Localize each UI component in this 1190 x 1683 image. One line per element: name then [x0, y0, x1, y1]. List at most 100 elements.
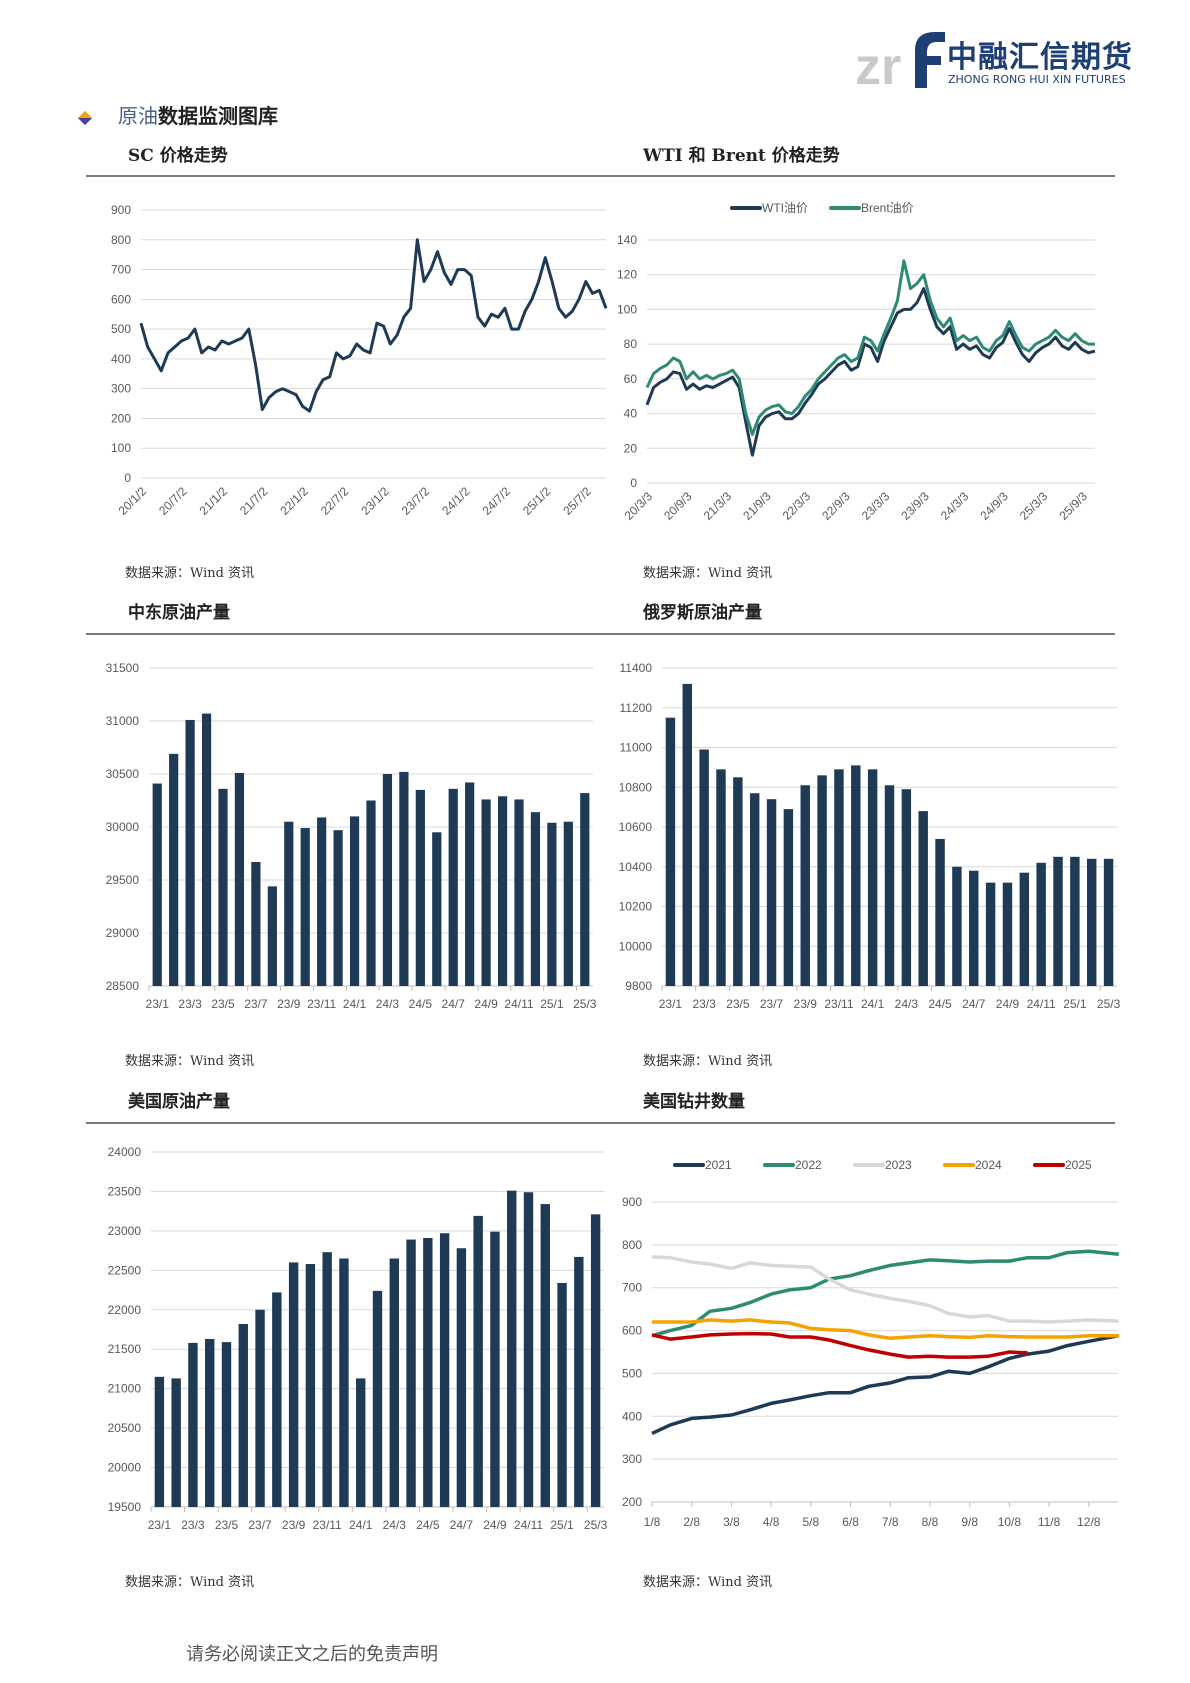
- bar-23/8: [267, 886, 277, 986]
- bar-23/4: [201, 713, 212, 986]
- y-tick-label: 0: [124, 471, 131, 485]
- y-tick-label: 20: [624, 441, 638, 455]
- bar-23/9: [288, 1262, 299, 1507]
- x-tick-label: 22/3/3: [780, 489, 814, 523]
- bar-23/4: [716, 769, 726, 986]
- y-tick-label: 100: [111, 441, 131, 455]
- company-logo: zr 中融汇信期货 ZHONG RONG HUI XIN FUTURES: [855, 28, 1132, 96]
- bar-23/1: [154, 1376, 165, 1507]
- bar-24/6: [952, 866, 962, 986]
- y-tick-label: 200: [622, 1495, 642, 1509]
- y-tick-label: 10800: [619, 780, 653, 794]
- bar-25/1: [1070, 856, 1080, 986]
- x-tick-label: 23/5: [211, 997, 235, 1011]
- x-tick-label: 3/8: [723, 1515, 740, 1529]
- y-tick-label: 10400: [619, 860, 653, 874]
- bar-24/11: [514, 799, 524, 986]
- bar-23/6: [238, 1323, 248, 1507]
- bar-25/3: [590, 1214, 601, 1507]
- x-tick-label: 21/1/2: [196, 484, 230, 518]
- diamond-bullet-icon: [77, 110, 93, 125]
- bar-23/5: [221, 1342, 232, 1507]
- bar-23/2: [682, 683, 692, 986]
- y-tick-label: 20000: [108, 1461, 142, 1475]
- series-line-2024: [652, 1318, 1119, 1341]
- bar-23/3: [188, 1342, 198, 1507]
- bar-24/2: [372, 1290, 383, 1507]
- bar-25/3: [1103, 858, 1114, 986]
- y-tick-label: 500: [622, 1366, 642, 1380]
- y-tick-label: 400: [111, 352, 131, 366]
- bar-24/4: [399, 771, 409, 986]
- bar-25/1: [547, 822, 557, 986]
- y-tick-label: 11200: [620, 701, 653, 715]
- bar-23/9: [284, 821, 294, 986]
- bar-23/10: [305, 1264, 316, 1507]
- bar-23/8: [783, 809, 794, 986]
- source-note: 数据来源：Wind 资讯: [643, 1575, 773, 1590]
- series-line-2025: [651, 1331, 1028, 1359]
- bar-24/4: [406, 1239, 416, 1507]
- x-tick-label: 21/3/3: [701, 489, 735, 523]
- y-tick-label: 21500: [108, 1342, 142, 1356]
- series-line-2023: [651, 1255, 1119, 1324]
- bar-23/1: [152, 783, 162, 986]
- y-tick-label: 22000: [108, 1303, 142, 1317]
- y-tick-label: 23000: [108, 1224, 142, 1238]
- bar-24/12: [530, 812, 541, 986]
- x-tick-label: 23/3/3: [859, 489, 893, 523]
- x-tick-label: 25/7/2: [560, 484, 594, 518]
- y-tick-label: 300: [111, 382, 131, 396]
- x-tick-label: 23/7: [248, 1518, 272, 1532]
- x-tick-label: 24/9: [483, 1518, 507, 1532]
- series-line-sc: [139, 238, 608, 413]
- bar-23/12: [851, 765, 861, 986]
- y-tick-label: 60: [624, 372, 638, 386]
- x-tick-label: 25/1: [1063, 997, 1087, 1011]
- logo-english-name: ZHONG RONG HUI XIN FUTURES: [948, 73, 1126, 86]
- y-tick-label: 10000: [619, 939, 653, 953]
- y-tick-label: 140: [617, 233, 637, 247]
- bar-24/1: [349, 816, 360, 986]
- legend-label: Brent油价: [861, 201, 914, 215]
- x-tick-label: 23/1/2: [358, 484, 392, 518]
- y-tick-label: 700: [111, 263, 131, 277]
- x-tick-label: 6/8: [842, 1515, 859, 1529]
- x-tick-label: 23/1: [146, 997, 170, 1011]
- bar-23/11: [317, 817, 327, 986]
- bar-24/7: [969, 870, 979, 986]
- x-tick-label: 7/8: [882, 1515, 899, 1529]
- bar-24/10: [1019, 872, 1030, 986]
- wti-chart-title: WTI 和 Brent 价格走势: [643, 146, 840, 166]
- series-line-Brent油价: [645, 259, 1095, 436]
- x-tick-label: 24/3: [383, 1518, 407, 1532]
- x-tick-label: 23/1: [659, 997, 683, 1011]
- zrf-logo-mark: zr: [855, 32, 945, 96]
- divider: [86, 633, 1115, 635]
- x-tick-label: 23/3: [692, 997, 716, 1011]
- y-tick-label: 600: [622, 1324, 642, 1338]
- x-tick-label: 23/3: [178, 997, 202, 1011]
- x-tick-label: 23/11: [824, 997, 853, 1011]
- bar-23/7: [766, 799, 777, 986]
- y-tick-label: 800: [622, 1238, 642, 1252]
- bar-24/8: [473, 1215, 483, 1507]
- x-tick-label: 25/3: [1097, 997, 1121, 1011]
- bar-23/11: [834, 769, 844, 986]
- section-title: 数据监测图库: [158, 104, 278, 128]
- y-tick-label: 19500: [108, 1500, 142, 1514]
- x-tick-label: 23/7: [244, 997, 268, 1011]
- x-tick-label: 23/1: [148, 1518, 172, 1532]
- middle-east-production-chart: 28500 29000 29500 30000 30500 31000 31500 23/1 2…: [106, 661, 597, 1011]
- x-tick-label: 23/9: [794, 997, 818, 1011]
- y-tick-label: 21000: [108, 1382, 142, 1396]
- x-tick-label: 25/9/3: [1056, 489, 1090, 523]
- x-tick-label: 10/8: [998, 1515, 1022, 1529]
- y-tick-label: 30500: [106, 767, 140, 781]
- x-tick-label: 24/3: [895, 997, 919, 1011]
- bar-24/3: [382, 774, 393, 986]
- bar-24/1: [867, 769, 878, 986]
- x-tick-label: 24/1: [861, 997, 885, 1011]
- x-tick-label: 25/1: [540, 997, 564, 1011]
- x-tick-label: 20/9/3: [661, 489, 695, 523]
